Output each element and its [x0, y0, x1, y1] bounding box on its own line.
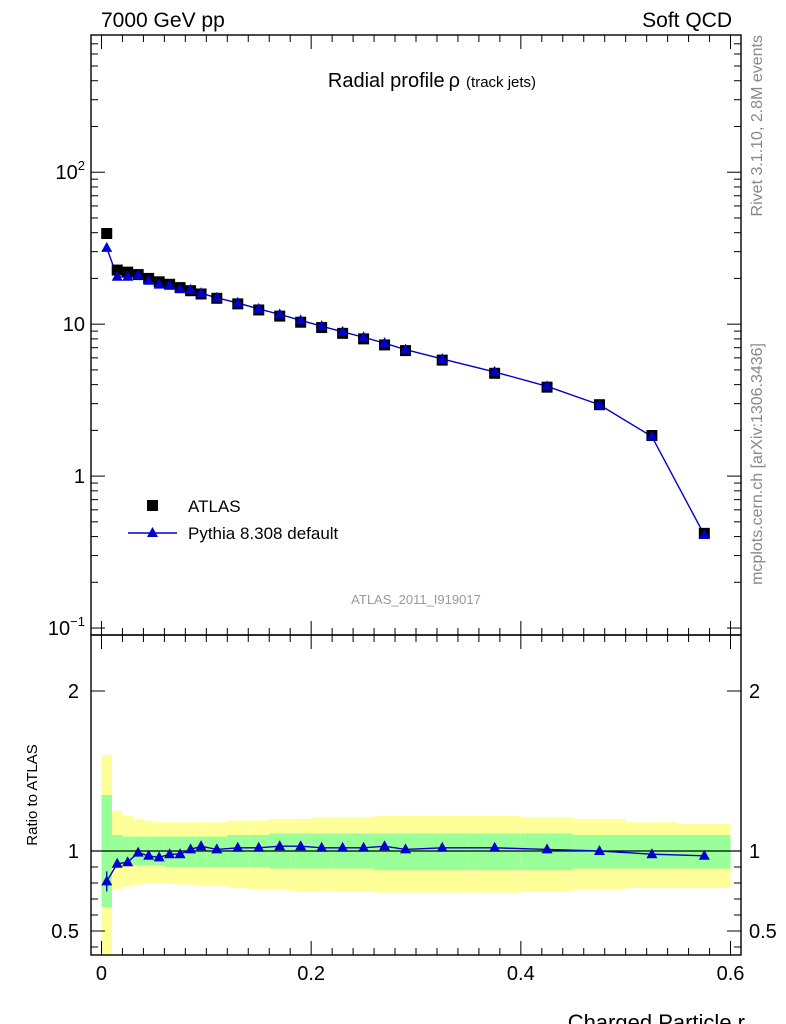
- ratio-mc-point: [400, 843, 412, 854]
- mc-point: [593, 398, 605, 409]
- mc-point: [101, 241, 113, 252]
- ratio-y-tick-label: 1: [68, 841, 79, 863]
- mc-point: [379, 337, 391, 348]
- x-tick-label: 0.4: [507, 963, 535, 985]
- ratio-mc-point: [195, 840, 207, 851]
- main-ticks: 10−1 1 10 102: [48, 34, 741, 640]
- mc-point: [122, 270, 134, 281]
- y-tick-label: 10: [63, 314, 85, 336]
- header-left: 7000 GeV pp: [101, 9, 225, 32]
- mc-point: [274, 308, 286, 319]
- x-tick-label: 0.6: [717, 963, 745, 985]
- ratio-mc-point: [379, 840, 391, 851]
- ratio-mc-series: [101, 840, 710, 892]
- x-tick-label: 0.2: [297, 963, 325, 985]
- ratio-panel: 0.5 0.5 1 1 2 2 0 0.2 0.4 0.6: [51, 634, 777, 985]
- mc-point: [195, 287, 207, 298]
- main-title: Radial profile ρ (track jets): [328, 70, 536, 92]
- ratio-y-tick-label: 2: [68, 681, 79, 703]
- legend-marker-pythia: [147, 527, 158, 537]
- ratio-y-tick-label-right: 2: [749, 681, 760, 703]
- y-tick-label: 10−1: [48, 614, 85, 640]
- mcplots-label: mcplots.cern.ch [arXiv:1306.3436]: [749, 343, 766, 585]
- rivet-label: Rivet 3.1.10, 2.8M events: [749, 35, 766, 216]
- mc-point: [111, 270, 123, 281]
- ratio-mc-point: [593, 845, 605, 855]
- ratio-mc-point: [111, 857, 123, 868]
- inner-band: [468, 833, 521, 871]
- ratio-frame: [90, 634, 742, 956]
- data-point: [111, 264, 123, 276]
- legend-label-atlas: ATLAS: [188, 497, 241, 516]
- mc-point: [316, 320, 328, 331]
- ratio-mc-point: [541, 843, 553, 854]
- mc-point: [646, 430, 658, 441]
- y-tick-label: 1: [74, 466, 85, 488]
- mc-point: [164, 279, 176, 290]
- mc-point: [489, 365, 501, 376]
- y-axis-label: Ratio to ATLAS: [24, 744, 41, 845]
- mc-point: [295, 314, 307, 325]
- ratio-mc-point: [143, 849, 155, 860]
- ratio-y-tick-label-right: 0.5: [749, 921, 777, 943]
- ratio-mc-point: [698, 849, 710, 860]
- inner-band: [416, 833, 469, 871]
- x-tick-label: 0: [96, 963, 107, 985]
- ratio-y-tick-label: 0.5: [51, 921, 79, 943]
- x-axis-label: Charged Particle r: [568, 1010, 745, 1024]
- ratio-mc-point: [253, 841, 265, 852]
- mc-point: [232, 296, 244, 307]
- mc-point: [132, 269, 144, 280]
- ratio-mc-point: [316, 841, 328, 852]
- ratio-bands: [91, 755, 741, 955]
- ratio-mc-point: [153, 851, 165, 862]
- ratio-mc-point: [132, 846, 144, 857]
- data-series: [101, 228, 710, 539]
- ratio-mc-point: [295, 840, 307, 851]
- mc-point: [143, 274, 155, 285]
- ratio-mc-point: [174, 848, 186, 859]
- mc-point: [698, 528, 710, 539]
- ratio-mc-point: [358, 841, 370, 852]
- legend-marker-atlas: [147, 500, 158, 511]
- main-panel: 10−1 1 10 102 Radial profile ρ (track jets) A…: [48, 34, 742, 640]
- mc-point: [337, 325, 349, 336]
- mc-point: [253, 302, 265, 313]
- ratio-mc-point: [185, 843, 197, 854]
- ratio-mc-point: [211, 843, 223, 854]
- legend: ATLAS Pythia 8.308 default: [128, 497, 339, 543]
- main-frame: [90, 34, 742, 636]
- y-tick-label: 102: [56, 158, 85, 184]
- ratio-mc-point: [646, 848, 658, 859]
- inner-band: [374, 833, 396, 871]
- ratio-mc-point: [274, 840, 286, 851]
- mc-point: [541, 380, 553, 391]
- mc-point: [358, 331, 370, 342]
- ratio-mc-point: [101, 875, 113, 886]
- ratio-mc-point: [232, 841, 244, 852]
- legend-label-pythia: Pythia 8.308 default: [188, 524, 339, 543]
- mc-point: [185, 283, 197, 294]
- ratio-mc-point: [122, 856, 134, 867]
- mc-point: [400, 343, 412, 354]
- ratio-ticks: 0.5 0.5 1 1 2 2 0 0.2 0.4 0.6: [51, 635, 777, 985]
- mc-point: [174, 283, 186, 294]
- ratio-mc-point: [337, 841, 349, 852]
- data-point: [101, 228, 113, 240]
- ratio-mc-point: [436, 841, 448, 852]
- mc-point: [153, 278, 165, 289]
- analysis-tag: ATLAS_2011_I919017: [351, 592, 481, 607]
- header-right: Soft QCD: [642, 9, 732, 32]
- ratio-mc-point: [489, 841, 501, 852]
- mc-point: [436, 352, 448, 363]
- mc-point: [211, 291, 223, 302]
- inner-band: [195, 836, 207, 867]
- ratio-mc-point: [164, 848, 176, 859]
- ratio-y-tick-label-right: 1: [749, 841, 760, 863]
